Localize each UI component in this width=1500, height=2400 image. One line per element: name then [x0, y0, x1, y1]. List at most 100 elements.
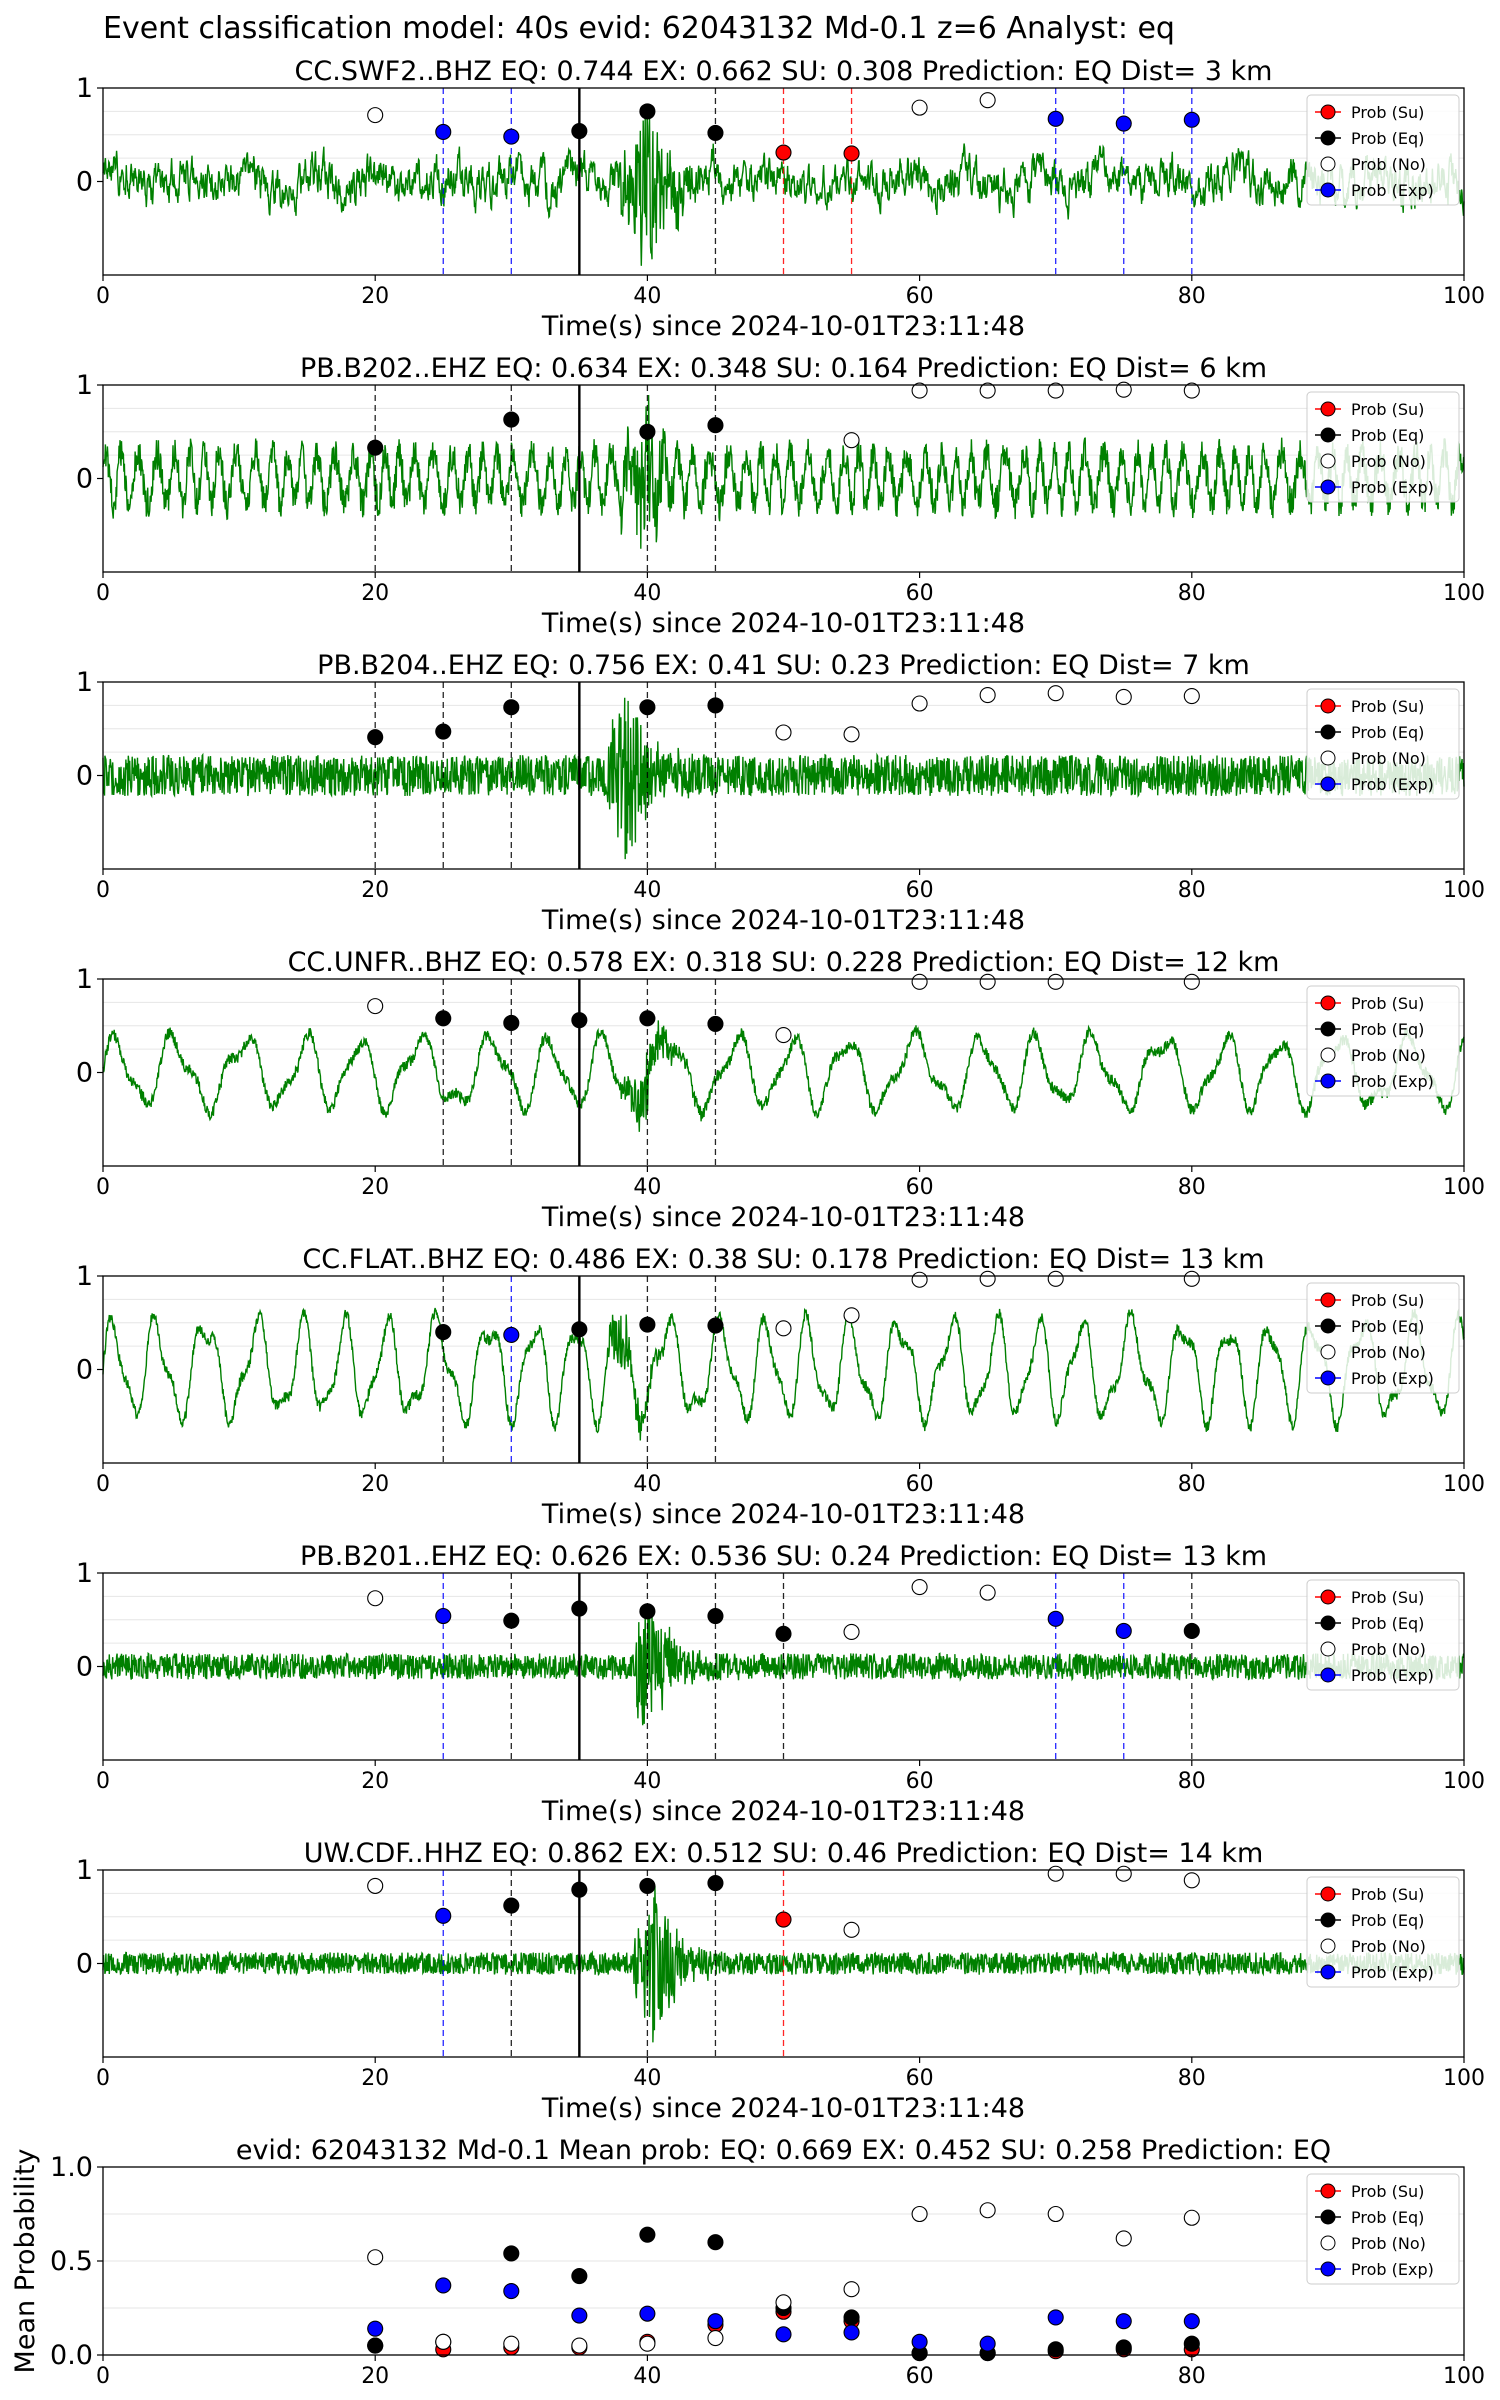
x-tick-label: 40	[633, 284, 661, 309]
plot-area	[103, 979, 1464, 1166]
x-tick-label: 100	[1443, 1472, 1485, 1497]
x-tick-label: 20	[361, 284, 389, 309]
x-tick-label: 60	[906, 284, 934, 309]
waveform-trace	[102, 394, 1465, 549]
marker-no	[1183, 973, 1200, 990]
marker-no	[843, 1307, 860, 1324]
legend-label: Prob (Exp)	[1351, 1963, 1434, 1982]
legend: Prob (Su) Prob (Eq) Prob (No) Prob (Exp)	[1306, 2173, 1460, 2285]
legend-marker	[1320, 156, 1336, 172]
legend-label: Prob (Exp)	[1351, 2260, 1434, 2279]
x-tick-label: 100	[1443, 284, 1485, 309]
y-tick-label: 1	[76, 1855, 93, 1886]
marker-no	[911, 695, 928, 712]
marker-no	[979, 1270, 996, 1287]
legend-box	[1306, 1282, 1460, 1394]
marker-no	[571, 2337, 588, 2354]
marker-eq	[639, 103, 656, 120]
marker-no	[1047, 1865, 1064, 1882]
x-tick-label: 20	[361, 1175, 389, 1200]
legend-label: Prob (No)	[1351, 1343, 1426, 1362]
legend-label: Prob (No)	[1351, 155, 1426, 174]
legend-label: Prob (Exp)	[1351, 1072, 1434, 1091]
panel-2: PB.B202..EHZ EQ: 0.634 EX: 0.348 SU: 0.1…	[76, 353, 1485, 639]
x-tick-label: 80	[1178, 1472, 1206, 1497]
marker-no	[435, 2333, 452, 2350]
panel-title: CC.UNFR..BHZ EQ: 0.578 EX: 0.318 SU: 0.2…	[288, 947, 1280, 978]
legend-marker	[1320, 2261, 1336, 2277]
marker-exp	[503, 2283, 520, 2300]
x-tick-label: 40	[633, 1175, 661, 1200]
y-tick-label: 0	[76, 761, 93, 792]
x-tick-label: 20	[361, 2364, 389, 2389]
panel-title: PB.B201..EHZ EQ: 0.626 EX: 0.536 SU: 0.2…	[300, 1541, 1267, 1572]
marker-no	[775, 2294, 792, 2311]
marker-eq	[639, 1877, 656, 1894]
y-tick-label: 0	[76, 167, 93, 198]
marker-no	[843, 2281, 860, 2298]
panel-title: UW.CDF..HHZ EQ: 0.862 EX: 0.512 SU: 0.46…	[304, 1838, 1264, 1869]
marker-eq	[639, 699, 656, 716]
x-tick-label: 100	[1443, 581, 1485, 606]
marker-exp	[367, 2320, 384, 2337]
marker-no	[911, 973, 928, 990]
marker-exp	[775, 2326, 792, 2343]
legend-label: Prob (Eq)	[1351, 723, 1424, 742]
x-tick-label: 100	[1443, 2364, 1485, 2389]
x-tick-label: 40	[633, 878, 661, 903]
plot-area	[103, 1276, 1464, 1463]
y-tick-label: 0.5	[50, 2246, 93, 2277]
panel-5: CC.FLAT..BHZ EQ: 0.486 EX: 0.38 SU: 0.17…	[76, 1244, 1485, 1530]
x-tick-label: 60	[906, 2066, 934, 2091]
panel-3: PB.B204..EHZ EQ: 0.756 EX: 0.41 SU: 0.23…	[76, 650, 1485, 936]
panel-1: CC.SWF2..BHZ EQ: 0.744 EX: 0.662 SU: 0.3…	[76, 56, 1485, 342]
marker-su	[775, 1911, 792, 1928]
marker-eq	[503, 1014, 520, 1031]
x-tick-label: 60	[906, 581, 934, 606]
legend-label: Prob (Su)	[1351, 103, 1424, 122]
x-tick-label: 0	[96, 581, 110, 606]
y-tick-label: 1	[76, 964, 93, 995]
x-tick-label: 0	[96, 1175, 110, 1200]
legend-label: Prob (Exp)	[1351, 775, 1434, 794]
y-tick-label: 1.0	[50, 2152, 93, 2183]
marker-no	[1115, 1865, 1132, 1882]
marker-exp	[639, 2305, 656, 2322]
marker-eq	[1115, 2339, 1132, 2356]
marker-no	[367, 107, 384, 124]
marker-eq	[707, 417, 724, 434]
marker-eq	[639, 2226, 656, 2243]
x-axis-label: Time(s) since 2024-10-01T23:11:48	[541, 2093, 1025, 2124]
x-tick-label: 80	[1178, 2066, 1206, 2091]
legend-box	[1306, 1579, 1460, 1691]
legend: Prob (Su) Prob (Eq) Prob (No) Prob (Exp)	[1306, 1282, 1460, 1394]
y-axis-label: Mean Probability	[10, 2149, 41, 2374]
marker-eq	[571, 1321, 588, 1338]
marker-exp	[1115, 115, 1132, 132]
marker-no	[775, 1027, 792, 1044]
panel-7: UW.CDF..HHZ EQ: 0.862 EX: 0.512 SU: 0.46…	[76, 1838, 1485, 2124]
legend-marker	[1320, 1344, 1336, 1360]
x-tick-label: 60	[906, 1769, 934, 1794]
marker-no	[1115, 381, 1132, 398]
marker-no	[1047, 685, 1064, 702]
marker-eq	[503, 699, 520, 716]
legend-label: Prob (No)	[1351, 1937, 1426, 1956]
legend-marker	[1320, 776, 1336, 792]
x-axis-label: Time(s) since 2024-10-01T23:11:48	[541, 311, 1025, 342]
legend-marker	[1320, 1615, 1336, 1631]
marker-eq	[503, 411, 520, 428]
legend-box	[1306, 1876, 1460, 1988]
marker-no	[843, 1623, 860, 1640]
legend-label: Prob (Exp)	[1351, 1369, 1434, 1388]
marker-exp	[979, 2335, 996, 2352]
marker-no	[911, 1578, 928, 1596]
panel-title: evid: 62043132 Md-0.1 Mean prob: EQ: 0.6…	[236, 2135, 1331, 2166]
x-tick-label: 0	[96, 2066, 110, 2091]
marker-eq	[435, 1010, 452, 1027]
legend-marker	[1320, 1292, 1336, 1308]
marker-no	[979, 92, 996, 109]
legend-label: Prob (Su)	[1351, 1885, 1424, 1904]
waveform-trace	[102, 110, 1465, 266]
marker-no	[911, 1271, 928, 1288]
